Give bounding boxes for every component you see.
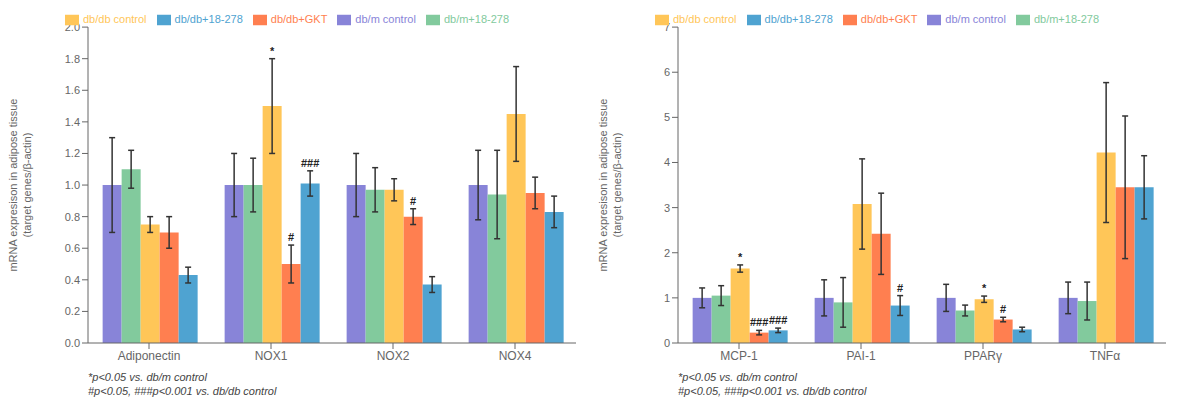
html-text:db/m control: db/m control	[945, 13, 1006, 25]
svg-text:6: 6	[664, 66, 670, 78]
svg-text:mRNA expresison in adipose tis: mRNA expresison in adipose tissue(target…	[598, 99, 623, 272]
html-text:db/db control: db/db control	[673, 13, 737, 25]
svg-text:0.6: 0.6	[65, 242, 80, 254]
svg-text:#: #	[897, 282, 903, 294]
svg-text:1.2: 1.2	[65, 147, 80, 159]
svg-text:*: *	[982, 282, 987, 294]
svg-text:0.2: 0.2	[65, 305, 80, 317]
html-text:db/db+18-278: db/db+18-278	[174, 13, 243, 25]
html-text:db/db+18-278: db/db+18-278	[764, 13, 833, 25]
svg-text:0.0: 0.0	[65, 337, 80, 349]
svg-text:TNFα: TNFα	[1090, 349, 1120, 363]
svg-text:0.4: 0.4	[65, 274, 80, 286]
html-text:db/db+GKT: db/db+GKT	[270, 13, 328, 25]
svg-text:0.8: 0.8	[65, 211, 80, 223]
svg-text:NOX4: NOX4	[499, 349, 532, 363]
svg-text:1.8: 1.8	[65, 53, 80, 65]
svg-text:PAI-1: PAI-1	[846, 349, 875, 363]
html-text:*p<0.05 vs. db/m control #p<0.: *p<0.05 vs. db/m control #p<0.05, ###p<0…	[678, 371, 867, 397]
html-text:db/db+GKT: db/db+GKT	[860, 13, 918, 25]
svg-text:#: #	[1000, 303, 1006, 315]
svg-text:2: 2	[664, 247, 670, 259]
svg-text:1.0: 1.0	[65, 179, 80, 191]
svg-text:MCP-1: MCP-1	[720, 349, 758, 363]
svg-text:NOX2: NOX2	[377, 349, 410, 363]
svg-text:#: #	[410, 195, 416, 207]
html-text:db/m+18-278: db/m+18-278	[1033, 13, 1099, 25]
html-text:db/m+18-278: db/m+18-278	[443, 13, 509, 25]
svg-text:5: 5	[664, 111, 670, 123]
svg-text:*: *	[738, 251, 743, 263]
svg-text:1.4: 1.4	[65, 116, 80, 128]
html-text:*p<0.05 vs. db/m control #p<0.: *p<0.05 vs. db/m control #p<0.05, ###p<0…	[88, 371, 277, 397]
svg-text:*: *	[270, 45, 275, 57]
svg-text:0: 0	[664, 337, 670, 349]
svg-text:mRNA expresison in adipose tis: mRNA expresison in adipose tissue(target…	[8, 99, 33, 272]
svg-text:1: 1	[664, 292, 670, 304]
svg-text:#: #	[288, 231, 294, 243]
svg-text:1.6: 1.6	[65, 84, 80, 96]
svg-text:Adiponectin: Adiponectin	[118, 349, 181, 363]
svg-text:###: ###	[301, 157, 319, 169]
html-text:db/m control: db/m control	[355, 13, 416, 25]
svg-text:###: ###	[750, 316, 768, 328]
svg-text:7: 7	[664, 21, 670, 33]
svg-text:###: ###	[769, 314, 787, 326]
svg-text:NOX1: NOX1	[255, 349, 288, 363]
html-text:db/db control: db/db control	[83, 13, 147, 25]
svg-text:4: 4	[664, 156, 670, 168]
svg-text:2.0: 2.0	[65, 21, 80, 33]
svg-text:PPARγ: PPARγ	[964, 349, 1002, 363]
svg-text:3: 3	[664, 202, 670, 214]
